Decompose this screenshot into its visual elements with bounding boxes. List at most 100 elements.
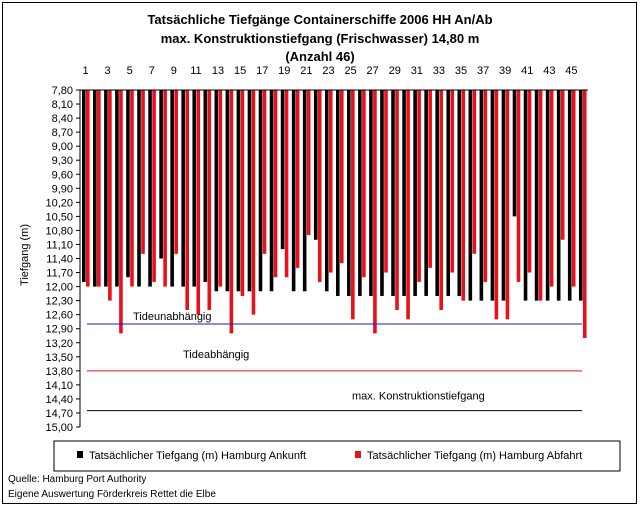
bar-abfahrt bbox=[571, 90, 576, 287]
y-tick-label: 14,70 bbox=[45, 408, 73, 420]
bar-ankunft bbox=[269, 90, 274, 292]
legend-box bbox=[53, 440, 621, 472]
x-tick-label: 41 bbox=[521, 65, 533, 77]
bar-abfahrt bbox=[439, 90, 443, 310]
y-tick-label: 13,20 bbox=[45, 338, 73, 350]
bar-abfahrt bbox=[527, 90, 532, 273]
bar-abfahrt bbox=[284, 90, 289, 278]
bar-abfahrt bbox=[549, 90, 554, 287]
bar-ankunft bbox=[501, 90, 506, 301]
x-tick-label: 27 bbox=[367, 65, 379, 77]
axes bbox=[79, 89, 588, 427]
bar-abfahrt bbox=[108, 90, 112, 301]
bar-abfahrt bbox=[273, 90, 278, 278]
bar-ankunft bbox=[93, 90, 97, 287]
bar-abfahrt bbox=[306, 90, 311, 236]
bar-abfahrt bbox=[582, 90, 587, 339]
y-tick-label: 9,90 bbox=[52, 183, 73, 195]
bar-ankunft bbox=[236, 90, 241, 292]
bar-ankunft bbox=[347, 90, 351, 296]
bar-ankunft bbox=[468, 90, 473, 301]
bar-ankunft bbox=[291, 90, 296, 292]
y-tick-label: 10,20 bbox=[45, 197, 73, 209]
x-tick-label: 21 bbox=[300, 65, 312, 77]
y-tick-label: 10,80 bbox=[45, 225, 73, 237]
bar-abfahrt bbox=[295, 90, 300, 268]
bar-ankunft bbox=[225, 90, 230, 292]
bar-abfahrt bbox=[174, 90, 178, 254]
legend-label-abfahrt: Tatsächlicher Tiefgang (m) Hamburg Abfah… bbox=[367, 450, 582, 462]
legend: Tatsächlicher Tiefgang (m) Hamburg Ankun… bbox=[53, 440, 621, 472]
bar-ankunft bbox=[556, 90, 561, 301]
y-tick-label: 9,00 bbox=[52, 141, 73, 153]
x-tick-label: 19 bbox=[278, 65, 290, 77]
bar-abfahrt bbox=[163, 90, 167, 287]
x-tick-label: 31 bbox=[411, 65, 423, 77]
reference-line-label: Tideabhängig bbox=[183, 349, 249, 361]
bar-ankunft bbox=[280, 90, 285, 250]
x-tick-label: 35 bbox=[455, 65, 467, 77]
bar-ankunft bbox=[534, 90, 539, 301]
bar-abfahrt bbox=[86, 90, 90, 287]
bar-ankunft bbox=[358, 90, 362, 296]
x-tick-label: 23 bbox=[322, 65, 334, 77]
bar-abfahrt bbox=[373, 90, 377, 334]
chart-title: Tatsächliche Tiefgänge Containerschiffe … bbox=[147, 12, 492, 64]
bar-abfahrt bbox=[97, 90, 101, 287]
bar-abfahrt bbox=[141, 90, 145, 254]
x-tick-label: 3 bbox=[105, 65, 111, 77]
bar-abfahrt bbox=[362, 90, 366, 278]
x-tick-label: 29 bbox=[389, 65, 401, 77]
bar-ankunft bbox=[380, 90, 384, 296]
reference-lines: Tideunabhängig Tideabhängig max. Konstrukt… bbox=[87, 311, 582, 412]
x-tick-label: 9 bbox=[171, 65, 177, 77]
bar-ankunft bbox=[567, 90, 572, 301]
source-line-1: Quelle: Hamburg Port Authority bbox=[8, 474, 146, 485]
y-tick-label: 14,10 bbox=[45, 380, 73, 392]
bar-abfahrt bbox=[196, 90, 201, 315]
y-tick-label: 9,60 bbox=[52, 169, 73, 181]
bar-abfahrt bbox=[240, 90, 245, 296]
y-tick-label: 9,30 bbox=[52, 155, 73, 167]
bar-ankunft bbox=[457, 90, 462, 296]
bar-ankunft bbox=[336, 90, 340, 296]
y-tick-label: 7,80 bbox=[52, 85, 73, 97]
bar-abfahrt bbox=[218, 90, 223, 287]
bar-ankunft bbox=[313, 90, 318, 240]
y-axis-ticks: 7,80 8,10 8,40 8,70 9,00 9,30 9,60 9,90 10,20 10,… bbox=[45, 85, 80, 434]
bar-ankunft bbox=[148, 90, 152, 287]
legend-swatch-abfahrt bbox=[355, 451, 361, 458]
y-tick-label: 12,90 bbox=[45, 324, 73, 336]
reference-line-label: Tideunabhängig bbox=[133, 311, 212, 323]
bar-ankunft bbox=[159, 90, 163, 259]
bar-abfahrt bbox=[483, 90, 488, 282]
bar-ankunft bbox=[490, 90, 495, 301]
bar-ankunft bbox=[104, 90, 108, 287]
bar-abfahrt bbox=[395, 90, 399, 310]
x-tick-label: 43 bbox=[543, 65, 555, 77]
y-tick-label: 8,70 bbox=[52, 127, 73, 139]
x-tick-label: 37 bbox=[477, 65, 489, 77]
bar-ankunft bbox=[115, 90, 119, 287]
chart-title-line-3: (Anzahl 46) bbox=[285, 49, 354, 64]
x-tick-label: 7 bbox=[149, 65, 155, 77]
bar-ankunft bbox=[402, 90, 406, 296]
bar-abfahrt bbox=[130, 90, 134, 287]
bar-abfahrt bbox=[505, 90, 510, 320]
bar-ankunft bbox=[324, 90, 329, 292]
bar-ankunft bbox=[137, 90, 141, 287]
bar-abfahrt bbox=[494, 90, 499, 320]
y-tick-label: 11,10 bbox=[46, 239, 73, 251]
y-tick-label: 8,40 bbox=[52, 113, 73, 125]
bar-ankunft bbox=[302, 90, 307, 292]
y-tick-label: 12,00 bbox=[45, 282, 73, 294]
bar-ankunft bbox=[512, 90, 517, 217]
bar-ankunft bbox=[545, 90, 550, 301]
bar-abfahrt bbox=[516, 90, 521, 282]
bar-ankunft bbox=[523, 90, 528, 301]
y-tick-label: 15,00 bbox=[45, 422, 73, 434]
bar-ankunft bbox=[126, 90, 130, 278]
bar-abfahrt bbox=[119, 90, 123, 334]
bar-ankunft bbox=[192, 90, 197, 287]
